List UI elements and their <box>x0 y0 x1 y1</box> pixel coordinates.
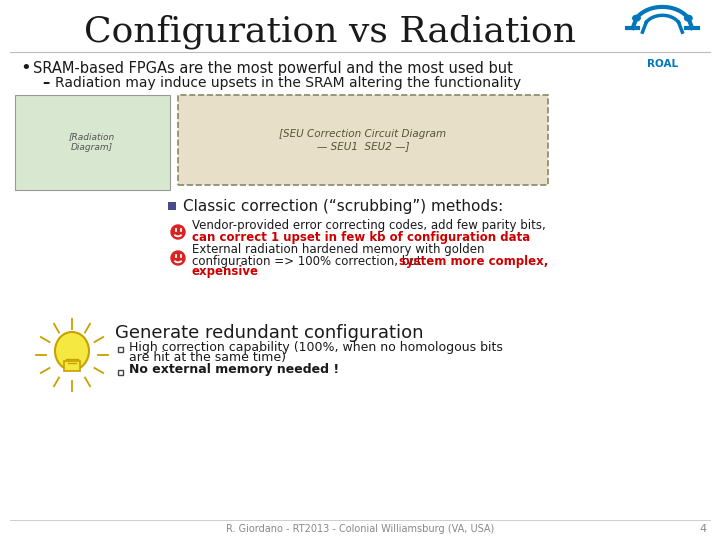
Text: SRAM-based FPGAs are the most powerful and the most used but: SRAM-based FPGAs are the most powerful a… <box>33 60 513 76</box>
Ellipse shape <box>55 332 89 370</box>
Text: expensive: expensive <box>192 266 259 279</box>
Text: Classic correction (“scrubbing”) methods:: Classic correction (“scrubbing”) methods… <box>183 199 503 213</box>
Text: 4: 4 <box>699 524 706 534</box>
Text: Radiation may induce upsets in the SRAM altering the functionality: Radiation may induce upsets in the SRAM … <box>55 76 521 90</box>
Text: can correct 1 upset in few kb of configuration data: can correct 1 upset in few kb of configu… <box>192 231 530 244</box>
Text: R. Giordano - RT2013 - Colonial Williamsburg (VA, USA): R. Giordano - RT2013 - Colonial Williams… <box>226 524 494 534</box>
Text: configuration => 100% correction, but: configuration => 100% correction, but <box>192 254 426 267</box>
Text: •: • <box>20 59 31 77</box>
Text: –: – <box>42 76 49 91</box>
Text: Generate redundant configuration: Generate redundant configuration <box>115 324 423 342</box>
Text: are hit at the same time): are hit at the same time) <box>129 352 286 365</box>
FancyBboxPatch shape <box>178 95 548 185</box>
Text: system more complex,: system more complex, <box>399 254 549 267</box>
Bar <box>15 95 170 190</box>
Text: [SEU Correction Circuit Diagram
— SEU1  SEU2 —]: [SEU Correction Circuit Diagram — SEU1 S… <box>279 129 446 151</box>
Text: ROAL: ROAL <box>647 59 678 69</box>
Bar <box>168 202 176 210</box>
Bar <box>118 347 123 352</box>
Text: High correction capability (100%, when no homologous bits: High correction capability (100%, when n… <box>129 341 503 354</box>
Circle shape <box>685 15 692 21</box>
Bar <box>64 361 80 371</box>
Circle shape <box>171 251 185 265</box>
Circle shape <box>171 225 185 239</box>
Text: No external memory needed !: No external memory needed ! <box>129 363 339 376</box>
Text: [Radiation
Diagram]: [Radiation Diagram] <box>69 132 115 152</box>
Text: Configuration vs Radiation: Configuration vs Radiation <box>84 15 576 49</box>
Text: External radiation hardened memory with golden: External radiation hardened memory with … <box>192 244 485 256</box>
Text: Vendor-provided error correcting codes, add few parity bits,: Vendor-provided error correcting codes, … <box>192 219 546 233</box>
Bar <box>118 369 123 375</box>
Circle shape <box>633 15 640 21</box>
